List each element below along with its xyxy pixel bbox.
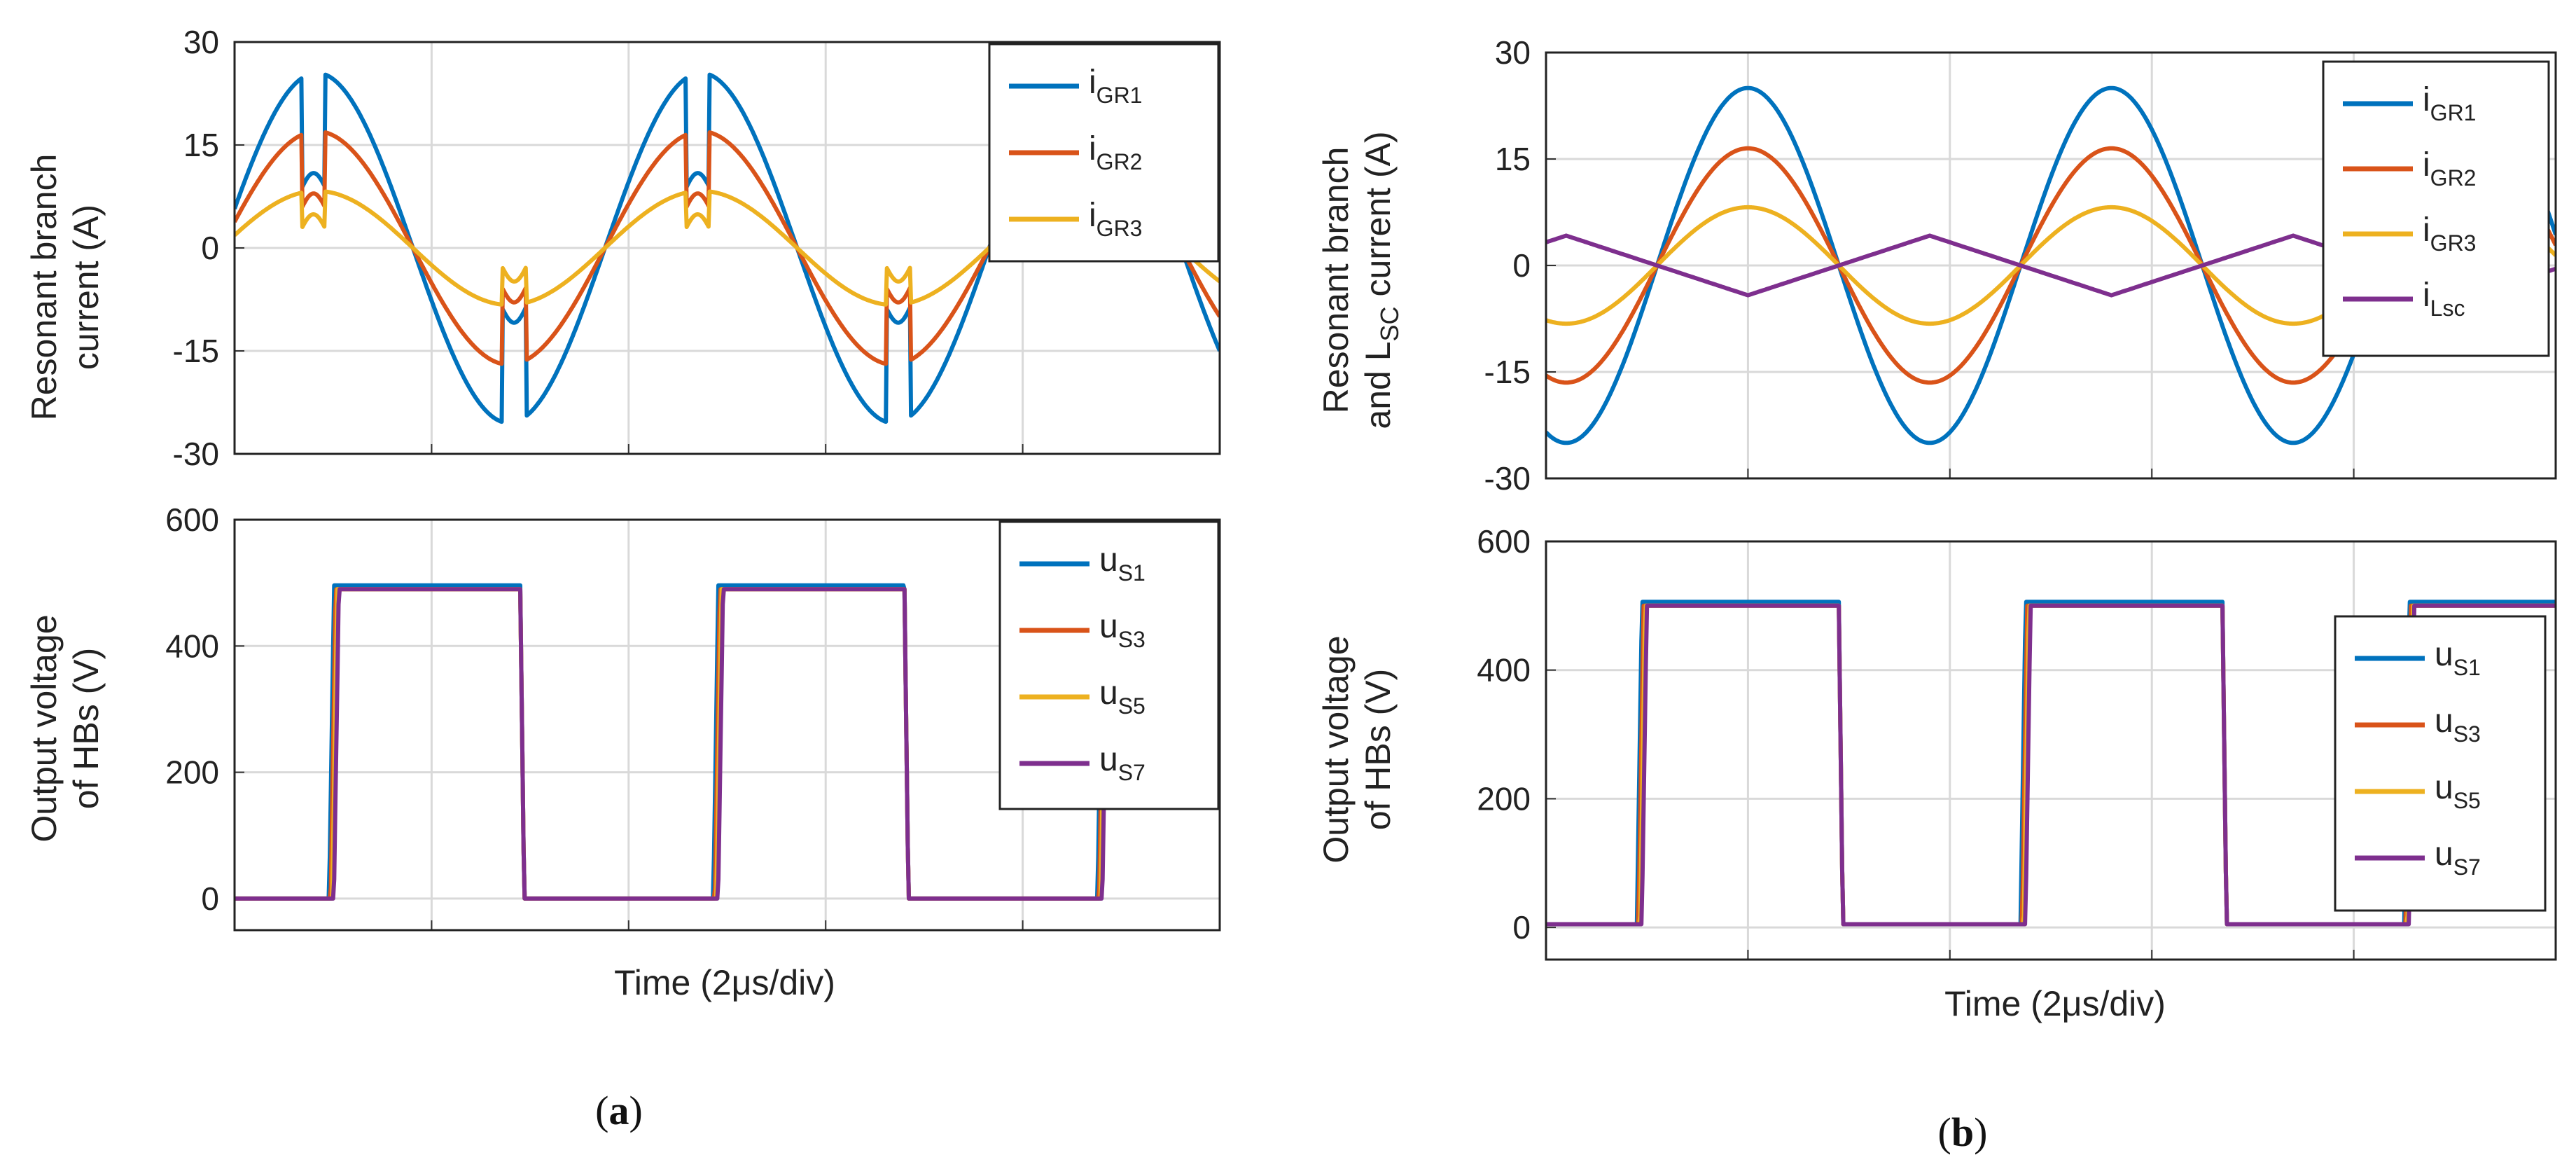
series-lines: [1546, 600, 2556, 927]
legend-label: uS5: [1099, 675, 1146, 719]
legend-label-sub: GR2: [2430, 165, 2477, 191]
legend-label-sub: S5: [1118, 693, 1146, 719]
legend-label: uS7: [2435, 836, 2481, 880]
legend-label: uS3: [1099, 608, 1146, 652]
legend-label: uS7: [1099, 741, 1146, 785]
y-tick-label: 600: [1477, 523, 1531, 560]
ylabel-a-top-line1: Resonant branch: [25, 154, 64, 421]
legend-label: iGR2: [2423, 146, 2476, 191]
axes-frame: [233, 41, 1221, 455]
ylabel-b-top-line2-sub: SC: [1375, 306, 1404, 341]
y-tick-label: 0: [1512, 909, 1531, 946]
legend-label-sub: S3: [2453, 721, 2481, 747]
caption-a: (a): [595, 1088, 643, 1133]
y-tick-label: -30: [173, 436, 219, 472]
legend-label-sub: S3: [1118, 627, 1146, 652]
y-tick-label: 15: [183, 127, 219, 163]
y-tick-label: 400: [1477, 652, 1531, 689]
y-tick-label: -15: [1484, 354, 1531, 390]
legend-label-sub: S7: [1118, 760, 1146, 785]
legend-label-main: u: [2435, 636, 2453, 673]
caption-b: (b): [1938, 1109, 1988, 1155]
legend-label-sub: GR1: [1096, 83, 1143, 108]
axes-frame: [233, 518, 1221, 932]
legend-label: uS3: [2435, 703, 2481, 747]
xlabel-b: Time (2μs/div): [1944, 984, 2166, 1023]
y-tick-label: 400: [165, 628, 219, 664]
legend-label: uS5: [2435, 769, 2481, 813]
legend-label: uS1: [1099, 541, 1146, 586]
ylabel-a-bottom-line2: of HBs (V): [67, 648, 106, 810]
ylabel-b-top-line1: Resonant branch: [1316, 147, 1356, 414]
y-tick-label: 0: [201, 230, 219, 266]
ylabel-a-top-line2: current (A): [67, 205, 106, 370]
legend-label: iGR1: [2423, 81, 2476, 125]
legend-label: iGR3: [2423, 212, 2476, 256]
ylabel-b-top-line2: and LSC current (A): [1358, 131, 1404, 429]
legend-label: iGR2: [1089, 130, 1142, 174]
caption-b-letter: b: [1951, 1109, 1974, 1155]
legend-label-main: i: [2423, 146, 2430, 184]
y-tick-label: -15: [173, 333, 219, 369]
legend-label-main: u: [1099, 741, 1118, 778]
legend-label-main: u: [2435, 836, 2453, 873]
legend-label: iGR3: [1089, 197, 1142, 241]
series-line-uS7: [1546, 603, 2556, 927]
ylabel-b-top-line2-post: current (A): [1358, 131, 1398, 306]
legend-label-main: i: [1089, 197, 1096, 234]
ylabel-b-bottom-line2: of HBs (V): [1358, 669, 1398, 831]
caption-a-letter: a: [609, 1088, 629, 1133]
legend-label: uS1: [2435, 636, 2481, 680]
y-tick-label: 0: [201, 880, 219, 917]
legend-box: [2334, 615, 2547, 912]
y-tick-label: 200: [165, 754, 219, 791]
y-tick-label: 30: [1495, 34, 1531, 71]
legend-label-sub: S7: [2453, 855, 2481, 880]
y-tick-label: 0: [1512, 247, 1531, 284]
axes-frame: [1545, 540, 2557, 961]
legend-label-sub: S1: [2453, 655, 2481, 680]
legend-label: iGR1: [1089, 64, 1142, 108]
legend-label-main: u: [1099, 675, 1118, 712]
legend-label-sub: Lsc: [2430, 296, 2465, 321]
legend-label-main: u: [2435, 703, 2453, 740]
legend-label-sub: GR1: [2430, 100, 2477, 125]
legend-label-main: u: [2435, 769, 2453, 806]
legend-label-main: u: [1099, 608, 1118, 645]
legend-label-main: u: [1099, 541, 1118, 579]
ylabel-b-bottom-line1: Output voltage: [1316, 635, 1356, 863]
legend-label-main: i: [2423, 81, 2430, 118]
xlabel-a: Time (2μs/div): [614, 963, 835, 1002]
legend-label-main: i: [1089, 64, 1096, 101]
y-tick-label: 200: [1477, 780, 1531, 817]
legend-label: iLsc: [2423, 277, 2465, 321]
series-line-uS7: [235, 587, 1220, 901]
legend-label-sub: S5: [2453, 788, 2481, 813]
axes-frame: [1545, 51, 2557, 480]
legend-label-sub: GR3: [1096, 216, 1143, 241]
y-tick-label: 30: [183, 24, 219, 60]
legend-label-main: i: [2423, 212, 2430, 249]
y-tick-label: 15: [1495, 141, 1531, 177]
series-lines: [235, 583, 1220, 901]
ylabel-b-top-line2-pre: and L: [1358, 341, 1398, 429]
legend-label-sub: GR2: [1096, 149, 1143, 174]
ylabel-a-bottom-line1: Output voltage: [25, 614, 64, 842]
legend-label-main: i: [1089, 130, 1096, 167]
legend-label-sub: GR3: [2430, 230, 2477, 256]
legend-label-sub: S1: [1118, 560, 1146, 586]
legend-label-main: i: [2423, 277, 2430, 314]
y-tick-label: -30: [1484, 460, 1531, 497]
y-tick-label: 600: [165, 502, 219, 538]
legend-box: [2322, 60, 2550, 357]
